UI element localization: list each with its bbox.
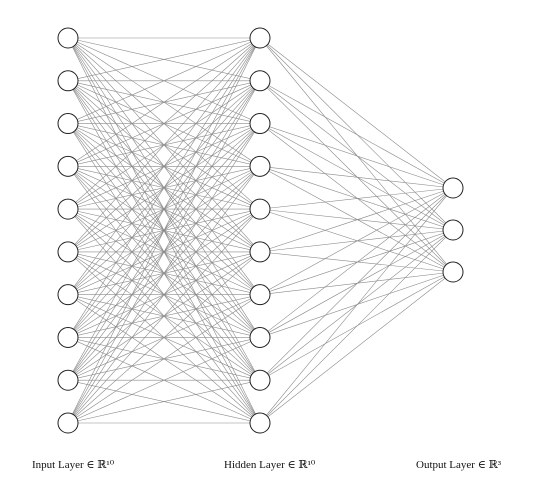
hidden-layer-label: Hidden Layer ∈ ℝ¹⁰ xyxy=(224,459,316,471)
output-layer-label: Output Layer ∈ ℝ³ xyxy=(416,459,502,471)
input-node-8 xyxy=(57,326,79,348)
edge-hidden-4-to-output-2 xyxy=(259,166,454,231)
output-node-3 xyxy=(442,261,464,283)
input-node-10 xyxy=(57,412,79,434)
edge-input-7-to-hidden-1 xyxy=(67,37,261,295)
input-node-1 xyxy=(57,27,79,49)
edge-hidden-5-to-output-1 xyxy=(259,187,454,210)
edge-hidden-7-to-output-2 xyxy=(259,229,454,295)
edge-input-3-to-hidden-1 xyxy=(67,37,261,124)
input-layer-label: Input Layer ∈ ℝ¹⁰ xyxy=(32,459,115,471)
output-node-1 xyxy=(442,177,464,199)
edge-hidden-5-to-output-3 xyxy=(259,208,454,273)
hidden-node-6 xyxy=(249,241,271,263)
edge-hidden-6-to-output-2 xyxy=(259,229,454,253)
edge-hidden-8-to-output-3 xyxy=(259,271,454,338)
edge-input-10-to-hidden-6 xyxy=(67,251,261,424)
edge-hidden-3-to-output-2 xyxy=(259,123,454,231)
edge-input-10-to-hidden-7 xyxy=(67,294,261,424)
edge-hidden-2-to-output-3 xyxy=(259,80,454,273)
edge-input-9-to-hidden-1 xyxy=(67,37,261,381)
edge-input-5-to-hidden-1 xyxy=(67,37,261,210)
edge-hidden-1-to-output-1 xyxy=(259,37,454,189)
edge-hidden-5-to-output-2 xyxy=(259,208,454,231)
edge-input-10-to-hidden-9 xyxy=(67,379,261,424)
input-node-2 xyxy=(57,70,79,92)
hidden-node-1 xyxy=(249,27,271,49)
hidden-node-4 xyxy=(249,155,271,177)
edge-hidden-3-to-output-1 xyxy=(259,123,454,189)
edge-hidden-2-to-output-1 xyxy=(259,80,454,189)
input-node-9 xyxy=(57,369,79,391)
input-node-4 xyxy=(57,155,79,177)
hidden-node-8 xyxy=(249,326,271,348)
edge-input-4-to-hidden-1 xyxy=(67,37,261,167)
edge-hidden-10-to-output-3 xyxy=(259,271,454,424)
hidden-node-7 xyxy=(249,284,271,306)
edge-hidden-10-to-output-2 xyxy=(259,229,454,424)
hidden-node-5 xyxy=(249,198,271,220)
edge-hidden-6-to-output-1 xyxy=(259,187,454,253)
edge-hidden-8-to-output-1 xyxy=(259,187,454,338)
edge-input-6-to-hidden-1 xyxy=(67,37,261,253)
input-node-6 xyxy=(57,241,79,263)
hidden-node-10 xyxy=(249,412,271,434)
edge-input-10-to-hidden-3 xyxy=(67,123,261,424)
edge-hidden-4-to-output-1 xyxy=(259,166,454,189)
edge-hidden-3-to-output-3 xyxy=(259,123,454,273)
edge-input-10-to-hidden-4 xyxy=(67,166,261,424)
input-node-7 xyxy=(57,284,79,306)
edge-hidden-1-to-output-2 xyxy=(259,37,454,231)
edge-hidden-2-to-output-2 xyxy=(259,80,454,231)
edge-hidden-9-to-output-1 xyxy=(259,187,454,381)
input-node-3 xyxy=(57,113,79,135)
hidden-node-9 xyxy=(249,369,271,391)
edge-hidden-6-to-output-3 xyxy=(259,251,454,273)
edge-hidden-1-to-output-3 xyxy=(259,37,454,273)
hidden-node-2 xyxy=(249,70,271,92)
neurons xyxy=(57,27,464,434)
edge-input-10-to-hidden-8 xyxy=(67,337,261,424)
edge-hidden-7-to-output-3 xyxy=(259,271,454,295)
hidden-node-3 xyxy=(249,113,271,135)
edge-input-10-to-hidden-1 xyxy=(67,37,261,424)
output-node-2 xyxy=(442,219,464,241)
edge-input-10-to-hidden-2 xyxy=(67,80,261,424)
edge-hidden-10-to-output-1 xyxy=(259,187,454,424)
input-node-5 xyxy=(57,198,79,220)
edge-hidden-7-to-output-1 xyxy=(259,187,454,295)
connections xyxy=(67,37,454,424)
edge-input-8-to-hidden-1 xyxy=(67,37,261,338)
edge-hidden-4-to-output-3 xyxy=(259,166,454,273)
edge-input-2-to-hidden-1 xyxy=(67,37,261,82)
edge-input-10-to-hidden-5 xyxy=(67,208,261,424)
